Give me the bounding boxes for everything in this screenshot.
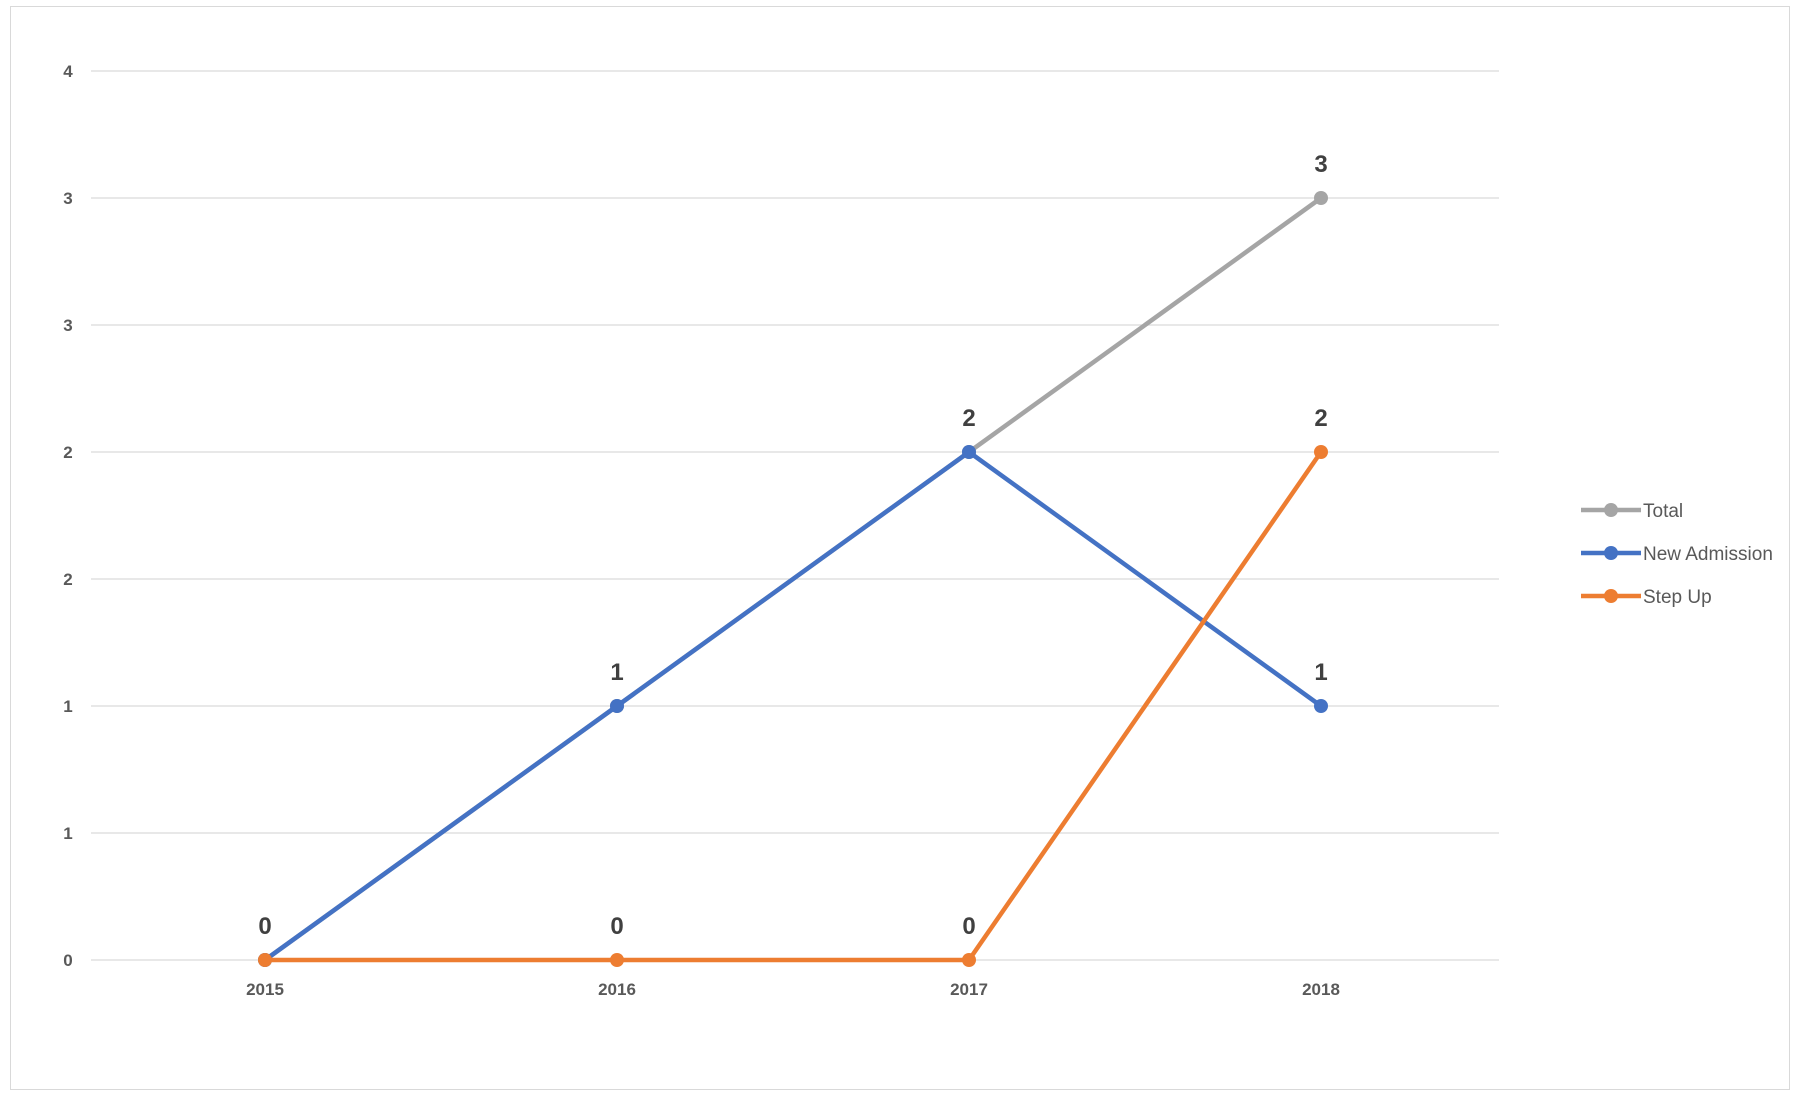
- gridlines: [91, 70, 1499, 961]
- data-point: [962, 953, 976, 967]
- legend-label: Total: [1643, 501, 1683, 522]
- data-label: 2: [1314, 405, 1327, 432]
- data-point: [610, 953, 624, 967]
- data-label: 1: [610, 659, 623, 686]
- legend-item: New Admission: [1581, 544, 1773, 565]
- x-tick-label: 2015: [246, 980, 284, 999]
- y-tick-label: 1: [63, 824, 72, 843]
- data-label: 0: [962, 913, 975, 940]
- data-labels: 3 1 2 1 0 0 0 2: [258, 151, 1327, 940]
- y-tick-label: 2: [63, 443, 72, 462]
- data-label: 0: [610, 913, 623, 940]
- chart-frame: 0 1 1 2 2 3 3 4 2015 2016 2017 2018 3 1 2 1 0 0 0 2 Total…: [10, 6, 1790, 1090]
- y-tick-label: 3: [63, 189, 72, 208]
- y-tick-label: 2: [63, 570, 72, 589]
- legend-marker: [1604, 503, 1618, 517]
- data-point: [258, 953, 272, 967]
- series-line: [262, 449, 1324, 963]
- data-label: 1: [1314, 659, 1327, 686]
- data-point: [1314, 699, 1328, 713]
- y-tick-label: 1: [63, 697, 72, 716]
- legend-label: Step Up: [1643, 587, 1712, 608]
- y-tick-label: 4: [63, 62, 73, 81]
- legend: Total New Admission Step Up: [1581, 501, 1773, 608]
- data-point: [1314, 191, 1328, 205]
- series-lines: [258, 191, 1328, 967]
- x-tick-label: 2016: [598, 980, 636, 999]
- y-axis-ticks: 0 1 1 2 2 3 3 4: [63, 62, 73, 970]
- legend-item: Total: [1581, 501, 1683, 522]
- line-chart: 0 1 1 2 2 3 3 4 2015 2016 2017 2018 3 1 2 1 0 0 0 2 Total…: [63, 62, 1773, 999]
- legend-marker: [1604, 546, 1618, 560]
- x-tick-label: 2017: [950, 980, 988, 999]
- legend-marker: [1604, 589, 1618, 603]
- series-step-up: [258, 445, 1328, 967]
- legend-item: Step Up: [1581, 587, 1712, 608]
- data-label: 2: [962, 405, 975, 432]
- y-tick-label: 0: [63, 951, 72, 970]
- data-point: [962, 445, 976, 459]
- data-point: [1314, 445, 1328, 459]
- x-axis-ticks: 2015 2016 2017 2018: [246, 980, 1340, 999]
- data-point: [610, 699, 624, 713]
- series-line: [262, 449, 1324, 963]
- data-label: 0: [258, 913, 271, 940]
- legend-label: New Admission: [1643, 544, 1773, 565]
- x-tick-label: 2018: [1302, 980, 1340, 999]
- y-tick-label: 3: [63, 316, 72, 335]
- data-label: 3: [1314, 151, 1327, 178]
